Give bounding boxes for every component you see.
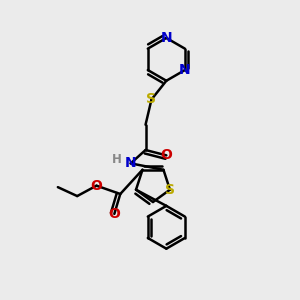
Text: H: H [112,153,122,166]
Text: S: S [165,183,175,197]
Text: N: N [179,63,191,77]
Text: S: S [146,92,157,106]
Text: N: N [125,156,136,170]
Text: N: N [160,31,172,45]
Text: O: O [160,148,172,162]
Text: O: O [108,207,120,221]
Text: O: O [91,179,102,193]
